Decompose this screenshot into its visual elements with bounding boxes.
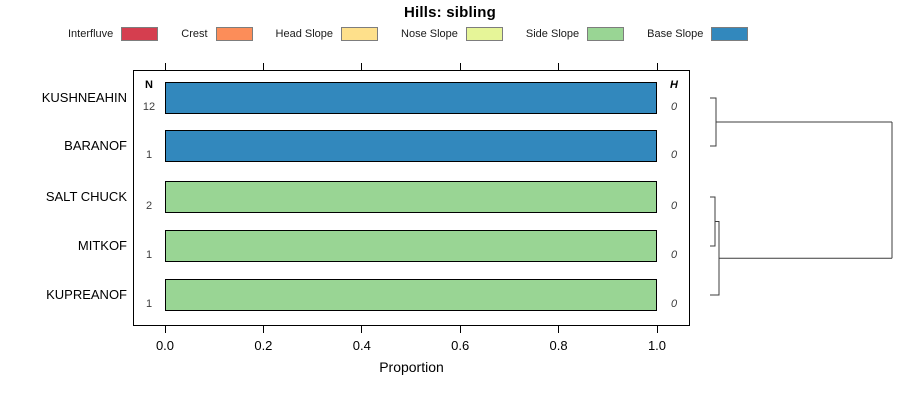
bar-segment [165, 279, 657, 311]
bar-segment [165, 181, 657, 213]
legend-item: Base Slope [647, 26, 749, 41]
legend-label: Nose Slope [401, 27, 458, 40]
x-tick-bottom [656, 326, 658, 333]
dendrogram-line [710, 97, 717, 147]
x-tick-top [164, 63, 166, 70]
legend-label: Side Slope [525, 27, 580, 40]
n-value: 1 [145, 249, 153, 261]
legend-label: Head Slope [275, 27, 334, 40]
x-tick-top [656, 63, 658, 70]
x-tick-top [558, 63, 560, 70]
legend-item: Head Slope [275, 26, 379, 41]
legend-item: Crest [181, 26, 253, 41]
n-value: 1 [145, 149, 153, 161]
h-value: 0 [670, 298, 678, 310]
dendrogram-line [710, 221, 720, 296]
dendrogram-line [710, 196, 716, 247]
h-value: 0 [670, 249, 678, 261]
row-label: KUSHNEAHIN [41, 90, 127, 105]
legend-label: Base Slope [647, 27, 704, 40]
legend-item: Interfluve [68, 26, 159, 41]
h-value: 0 [670, 101, 678, 113]
x-tick-label: 1.0 [647, 338, 667, 353]
row-label: KUPREANOF [46, 287, 127, 302]
x-tick-top [459, 63, 461, 70]
n-value: 12 [142, 101, 156, 113]
x-tick-label: 0.0 [155, 338, 175, 353]
x-tick-bottom [459, 326, 461, 333]
legend-swatch [465, 26, 503, 41]
legend-swatch [121, 26, 159, 41]
legend-swatch [711, 26, 749, 41]
n-column-header: N [145, 79, 153, 91]
x-tick-label: 0.8 [549, 338, 568, 353]
x-tick-bottom [558, 326, 560, 333]
legend-swatch [587, 26, 625, 41]
row-label: MITKOF [77, 238, 127, 253]
x-tick-top [361, 63, 363, 70]
legend-swatch [341, 26, 379, 41]
x-tick-top [262, 63, 264, 70]
chart-title: Hills: sibling [404, 4, 496, 21]
x-tick-bottom [361, 326, 363, 333]
h-column-header: H [670, 79, 678, 91]
x-tick-bottom [262, 326, 264, 333]
n-value: 1 [145, 298, 153, 310]
n-value: 2 [145, 200, 153, 212]
bar-segment [165, 130, 657, 162]
row-label: BARANOF [64, 138, 127, 153]
legend: Interfluve Crest Head Slope Nose Slope Side … [68, 26, 749, 41]
x-axis-title: Proportion [379, 359, 444, 375]
x-tick-bottom [164, 326, 166, 333]
row-label: SALT CHUCK [45, 189, 127, 204]
legend-item: Side Slope [525, 26, 625, 41]
legend-label: Interfluve [68, 27, 114, 40]
legend-item: Nose Slope [401, 26, 503, 41]
legend-swatch [215, 26, 253, 41]
x-tick-label: 0.2 [254, 338, 273, 353]
legend-label: Crest [181, 27, 208, 40]
x-tick-label: 0.6 [451, 338, 470, 353]
h-value: 0 [670, 149, 678, 161]
x-tick-label: 0.4 [352, 338, 371, 353]
h-value: 0 [670, 200, 678, 212]
bar-segment [165, 230, 657, 262]
bar-segment [165, 82, 657, 114]
